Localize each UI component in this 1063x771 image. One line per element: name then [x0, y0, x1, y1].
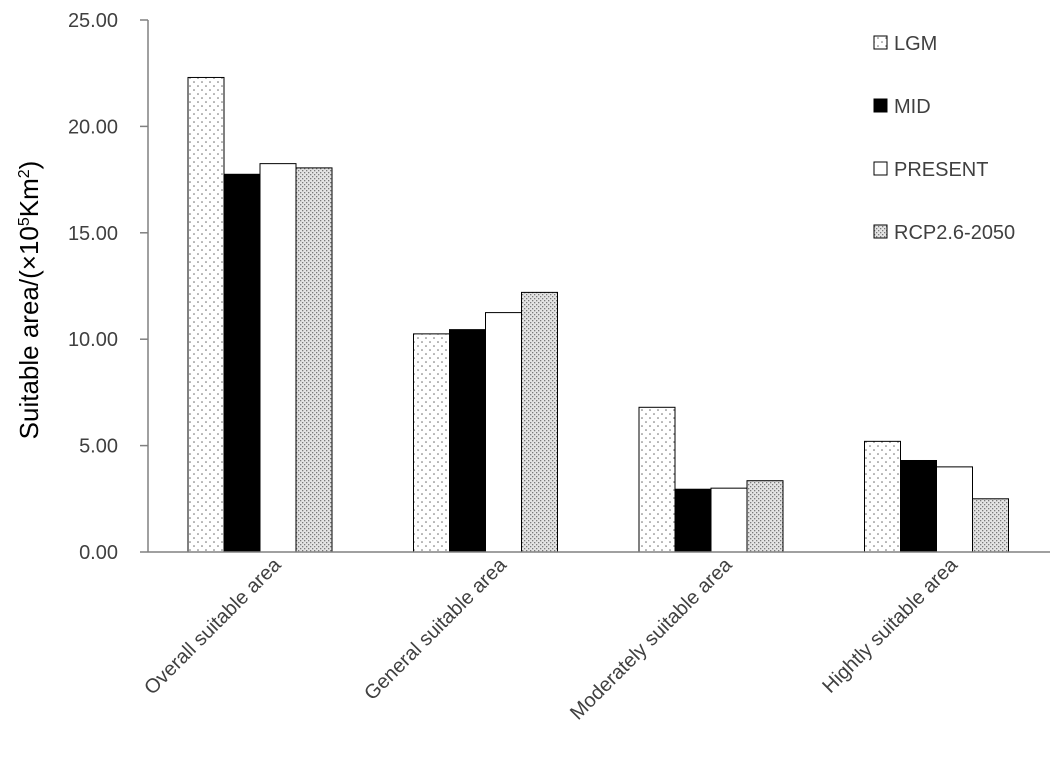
y-tick-label: 25.00	[68, 10, 118, 32]
bar-mid-3	[674, 488, 712, 553]
bars	[187, 76, 1009, 553]
x-category-label: Moderately suitable area	[566, 553, 737, 724]
bar-mid-4	[900, 459, 937, 553]
legend-swatch	[873, 161, 888, 176]
bar-present-2	[485, 312, 522, 553]
legend-label: PRESENT	[894, 159, 988, 181]
bar-present-3	[710, 487, 748, 553]
y-axis-title-unit: Km	[14, 178, 44, 217]
bar-rcp2-6-2050-1	[295, 167, 333, 553]
bar-present-1	[259, 163, 297, 553]
y-axis-title: Suitable area/(×105Km2)	[14, 161, 44, 440]
bar-rcp2-6-2050-3	[746, 480, 784, 553]
legend-label: LGM	[894, 33, 937, 55]
legend: LGM MID PRESENT RCP2.6-2050	[873, 33, 1015, 244]
legend-swatch	[873, 35, 888, 50]
bar-lgm-1	[187, 76, 225, 553]
bar-present-4	[936, 466, 973, 553]
bar-lgm-2	[413, 333, 450, 553]
bar-rcp2-6-2050-2	[521, 291, 558, 553]
bar-lgm-4	[864, 440, 901, 553]
legend-swatch	[873, 224, 888, 239]
bar-mid-1	[223, 173, 261, 553]
x-axis-labels: Overall suitable area General suitable ar…	[140, 553, 962, 724]
x-category-label: Overall suitable area	[140, 553, 286, 699]
y-axis-title-exp2: 2	[16, 169, 33, 178]
bar-rcp2-6-2050-4	[972, 498, 1009, 553]
y-tick-label: 5.00	[79, 436, 118, 458]
x-category-label: General suitable area	[360, 553, 511, 704]
y-axis-title-end: )	[14, 161, 44, 170]
legend-swatch	[873, 98, 888, 113]
x-category-label: Hightly suitable area	[818, 553, 962, 697]
y-tick-label: 10.00	[68, 329, 118, 351]
y-tick-label: 0.00	[79, 542, 118, 564]
y-axis-ticks: 0.00 5.00 10.00 15.00 20.00 25.00	[68, 10, 148, 564]
y-tick-label: 15.00	[68, 223, 118, 245]
legend-label: RCP2.6-2050	[894, 222, 1015, 244]
bar-mid-2	[449, 329, 486, 553]
y-axis-title-exp1: 5	[16, 217, 33, 226]
bar-lgm-3	[638, 406, 676, 553]
y-tick-label: 20.00	[68, 116, 118, 138]
legend-label: MID	[894, 96, 931, 118]
y-axis-title-main: Suitable area/(×10	[14, 226, 44, 439]
